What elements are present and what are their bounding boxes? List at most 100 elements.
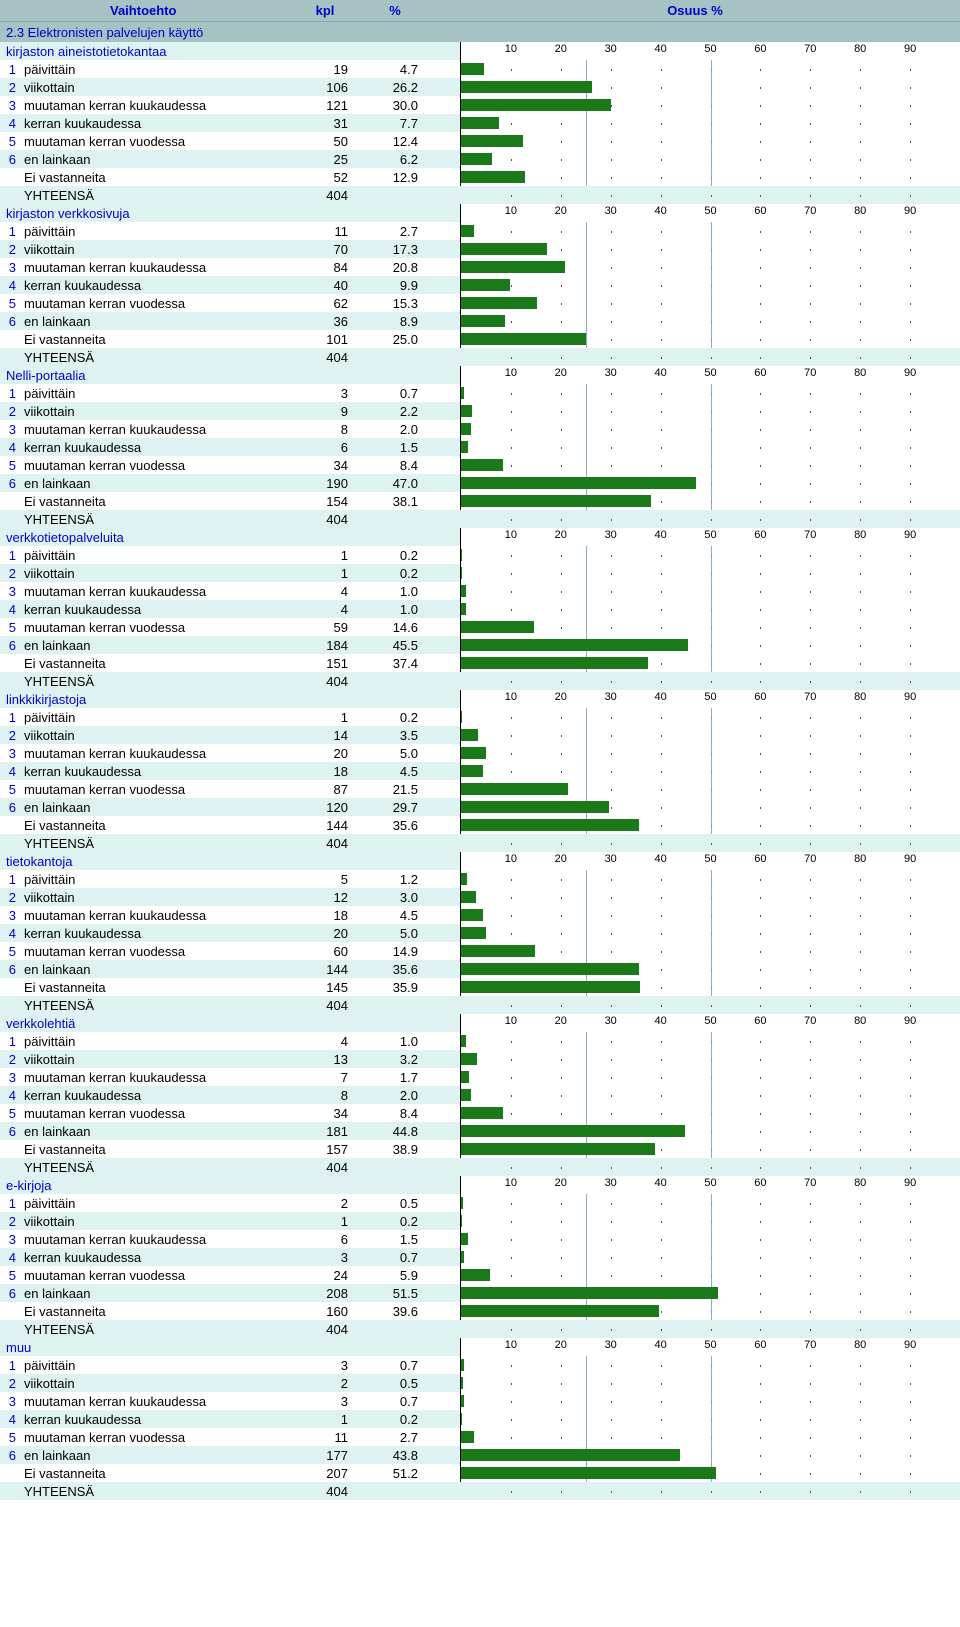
row-percent: 0.7 <box>360 1392 430 1410</box>
row-chart <box>460 978 960 996</box>
row-index: 1 <box>0 222 20 240</box>
row-chart <box>460 870 960 888</box>
row-count: 101 <box>290 330 360 348</box>
data-row: Ei vastanneita5212.9 <box>0 168 960 186</box>
row-percent: 1.5 <box>360 438 430 456</box>
axis-tick: 10 <box>505 1015 517 1027</box>
row-index: 3 <box>0 258 20 276</box>
row-chart <box>460 1104 960 1122</box>
groups-container: kirjaston aineistotietokantaa10203040506… <box>0 42 960 1500</box>
bar <box>461 549 462 561</box>
data-row: 1päivittäin20.5 <box>0 1194 960 1212</box>
row-count: 106 <box>290 78 360 96</box>
row-chart <box>460 492 960 510</box>
row-index: 2 <box>0 78 20 96</box>
data-row: 4kerran kuukaudessa41.0 <box>0 600 960 618</box>
bar <box>461 963 639 975</box>
bar <box>461 1431 474 1443</box>
axis-strip: 102030405060708090 <box>460 852 960 870</box>
bar <box>461 1197 463 1209</box>
data-row: Ei vastanneita10125.0 <box>0 330 960 348</box>
bar <box>461 459 503 471</box>
row-percent: 4.5 <box>360 762 430 780</box>
row-count: 11 <box>290 222 360 240</box>
row-percent: 0.7 <box>360 384 430 402</box>
row-index: 4 <box>0 924 20 942</box>
row-label: en lainkaan <box>20 960 290 978</box>
bar <box>461 801 609 813</box>
data-row: 1päivittäin10.2 <box>0 708 960 726</box>
total-row: YHTEENSÄ404 <box>0 186 960 204</box>
row-count: 18 <box>290 906 360 924</box>
row-percent: 37.4 <box>360 654 430 672</box>
row-label: muutaman kerran kuukaudessa <box>20 258 290 276</box>
row-percent: 39.6 <box>360 1302 430 1320</box>
bar <box>461 621 534 633</box>
data-row: 3muutaman kerran kuukaudessa12130.0 <box>0 96 960 114</box>
row-count: 12 <box>290 888 360 906</box>
axis-tick: 90 <box>904 1339 916 1351</box>
row-index: 6 <box>0 1446 20 1464</box>
axis-tick: 30 <box>605 43 617 55</box>
data-row: Ei vastanneita14535.9 <box>0 978 960 996</box>
data-row: 6en lainkaan20851.5 <box>0 1284 960 1302</box>
row-chart <box>460 276 960 294</box>
data-row: 2viikottain143.5 <box>0 726 960 744</box>
row-percent: 29.7 <box>360 798 430 816</box>
row-count: 11 <box>290 1428 360 1446</box>
row-chart <box>460 546 960 564</box>
data-row: 1päivittäin112.7 <box>0 222 960 240</box>
row-count: 34 <box>290 1104 360 1122</box>
bar <box>461 1377 463 1389</box>
row-chart <box>460 906 960 924</box>
row-index: 3 <box>0 96 20 114</box>
axis-tick: 40 <box>654 691 666 703</box>
axis-tick: 70 <box>804 691 816 703</box>
row-count: 121 <box>290 96 360 114</box>
data-row: 5muutaman kerran vuodessa348.4 <box>0 456 960 474</box>
data-row: 2viikottain133.2 <box>0 1050 960 1068</box>
row-label: kerran kuukaudessa <box>20 438 290 456</box>
row-label: kerran kuukaudessa <box>20 924 290 942</box>
axis-tick: 10 <box>505 1177 517 1189</box>
bar <box>461 153 492 165</box>
row-count: 157 <box>290 1140 360 1158</box>
axis-tick: 90 <box>904 1015 916 1027</box>
row-chart <box>460 798 960 816</box>
row-label: päivittäin <box>20 384 290 402</box>
bar <box>461 1413 462 1425</box>
row-percent: 51.2 <box>360 1464 430 1482</box>
row-label: muutaman kerran vuodessa <box>20 294 290 312</box>
group-title: Nelli-portaalia <box>0 366 460 384</box>
row-percent: 35.6 <box>360 960 430 978</box>
row-percent: 17.3 <box>360 240 430 258</box>
axis-tick: 40 <box>654 205 666 217</box>
table-header: Vaihtoehto kpl % Osuus % <box>0 0 960 22</box>
row-index: 5 <box>0 456 20 474</box>
axis-tick: 40 <box>654 853 666 865</box>
row-count: 184 <box>290 636 360 654</box>
row-label: päivittäin <box>20 60 290 78</box>
data-row: 3muutaman kerran kuukaudessa82.0 <box>0 420 960 438</box>
row-label: Ei vastanneita <box>20 1140 290 1158</box>
row-chart <box>460 150 960 168</box>
row-percent: 25.0 <box>360 330 430 348</box>
bar <box>461 297 537 309</box>
data-row: 1päivittäin194.7 <box>0 60 960 78</box>
row-chart <box>460 654 960 672</box>
row-label: muutaman kerran kuukaudessa <box>20 906 290 924</box>
row-percent: 1.0 <box>360 600 430 618</box>
row-percent: 12.4 <box>360 132 430 150</box>
row-index: 4 <box>0 1410 20 1428</box>
row-count: 177 <box>290 1446 360 1464</box>
row-label: en lainkaan <box>20 1446 290 1464</box>
row-count: 208 <box>290 1284 360 1302</box>
total-count: 404 <box>290 1160 360 1175</box>
axis-tick: 50 <box>704 1015 716 1027</box>
total-row: YHTEENSÄ404 <box>0 1320 960 1338</box>
group-header: verkkolehtiä102030405060708090 <box>0 1014 960 1032</box>
axis-tick: 30 <box>605 1015 617 1027</box>
row-percent: 14.9 <box>360 942 430 960</box>
row-chart <box>460 222 960 240</box>
bar <box>461 135 523 147</box>
